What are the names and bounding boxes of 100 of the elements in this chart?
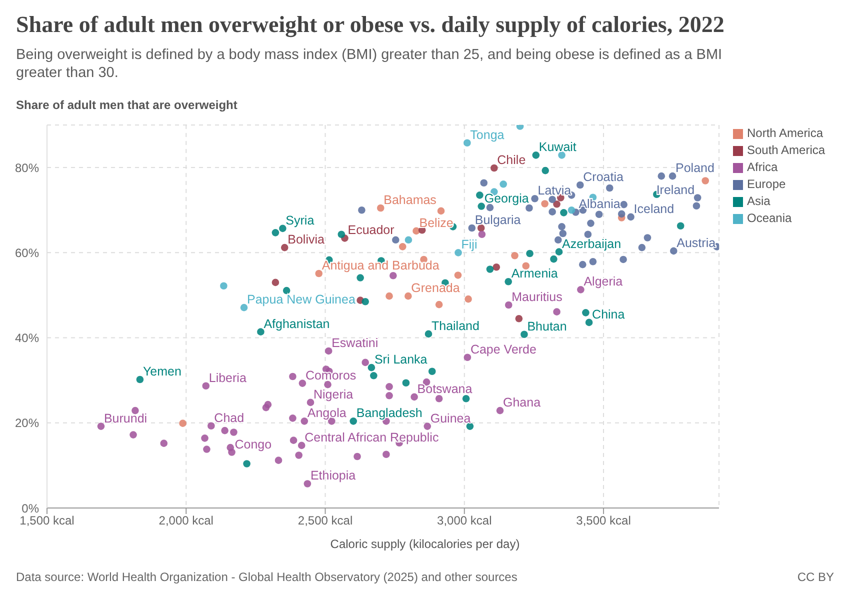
point — [548, 208, 556, 216]
point — [520, 330, 528, 338]
point — [272, 229, 280, 236]
point — [280, 244, 288, 252]
point — [478, 202, 486, 210]
point — [202, 382, 210, 390]
annotation: Bahamas — [384, 192, 436, 207]
y-axis-title: Share of adult men that are overweight — [16, 98, 238, 112]
point — [290, 436, 298, 444]
point — [454, 249, 462, 256]
point — [587, 220, 594, 227]
x-tick-label: 1,500 kcal — [20, 514, 74, 528]
point — [694, 194, 702, 202]
point — [559, 230, 567, 238]
point — [392, 236, 400, 244]
point — [324, 347, 332, 355]
point — [240, 304, 248, 312]
annotation: Eswatini — [332, 336, 378, 350]
point — [526, 204, 533, 212]
point — [542, 166, 550, 174]
annotation: Albania — [578, 197, 620, 212]
point — [356, 274, 364, 282]
text: CC BY — [797, 570, 834, 584]
y-tick-label: 80% — [14, 160, 40, 175]
point — [658, 172, 666, 180]
point — [136, 376, 144, 384]
point — [230, 428, 238, 436]
annotation: Armenia — [511, 266, 558, 281]
annotation: Kuwait — [538, 140, 577, 154]
point — [362, 358, 369, 366]
point — [464, 295, 472, 303]
point — [264, 400, 272, 408]
point — [558, 152, 566, 159]
annotation: Cape Verde — [470, 342, 537, 356]
annotation: Ecuador — [348, 223, 394, 238]
annotation: China — [592, 307, 625, 322]
point — [511, 252, 518, 260]
point — [676, 222, 684, 230]
point — [480, 179, 488, 187]
point — [468, 224, 476, 232]
annotation: Yemen — [142, 364, 182, 378]
legend-label: North America — [747, 126, 824, 140]
point — [589, 258, 597, 266]
point — [504, 301, 512, 309]
annotation: Tonga — [470, 128, 504, 142]
point — [620, 256, 627, 264]
point — [435, 394, 443, 402]
point — [410, 393, 418, 401]
point — [338, 230, 346, 238]
point — [424, 422, 432, 430]
point — [282, 286, 290, 294]
point — [553, 308, 560, 316]
point — [300, 418, 308, 425]
point — [492, 263, 500, 271]
annotation: Ghana — [503, 396, 541, 410]
point — [428, 368, 436, 376]
point — [595, 210, 603, 218]
annotation: Liberia — [208, 370, 246, 385]
annotation: Congo — [234, 437, 272, 452]
point — [243, 460, 250, 468]
annotation: Guinea — [430, 411, 471, 426]
point — [424, 330, 432, 338]
point — [386, 383, 393, 390]
point — [582, 309, 590, 316]
point — [295, 452, 302, 459]
annotation: Bangladesh — [356, 406, 422, 420]
point — [554, 236, 562, 244]
point — [555, 248, 563, 256]
point — [504, 278, 512, 286]
annotation: Belize — [419, 216, 454, 230]
point — [354, 452, 361, 460]
annotation: Grenada — [411, 281, 460, 296]
point — [692, 202, 700, 210]
point — [578, 260, 586, 268]
point — [560, 209, 568, 216]
point — [531, 194, 538, 202]
annotation: Iceland — [634, 202, 674, 216]
point — [257, 328, 264, 336]
point — [368, 364, 376, 372]
legend-label: Oceania — [747, 211, 792, 225]
annotation: Nigeria — [314, 387, 354, 402]
point — [515, 314, 523, 322]
annotation: Fiji — [461, 238, 478, 252]
point — [548, 196, 556, 204]
x-tick-label: 3,500 kcal — [576, 514, 631, 528]
point — [576, 181, 584, 189]
point — [179, 420, 186, 427]
point — [362, 298, 369, 306]
point — [618, 210, 626, 218]
chart-subtitle: Being overweight is defined by a body mass index (BMI) greater than 25, and being obese is defined as a BMI greater than 30. — [16, 46, 724, 82]
annotation: Bhutan — [527, 319, 567, 334]
point — [577, 286, 584, 294]
point — [435, 300, 443, 308]
source-note: Data source: World Health Organization - Global Health Observatory (2025) and other sources — [16, 570, 518, 584]
point — [670, 247, 678, 255]
point — [274, 456, 282, 464]
point — [289, 372, 296, 380]
point — [644, 234, 652, 242]
x-tick-label: 3,000 kcal — [437, 514, 492, 528]
point — [585, 318, 593, 326]
